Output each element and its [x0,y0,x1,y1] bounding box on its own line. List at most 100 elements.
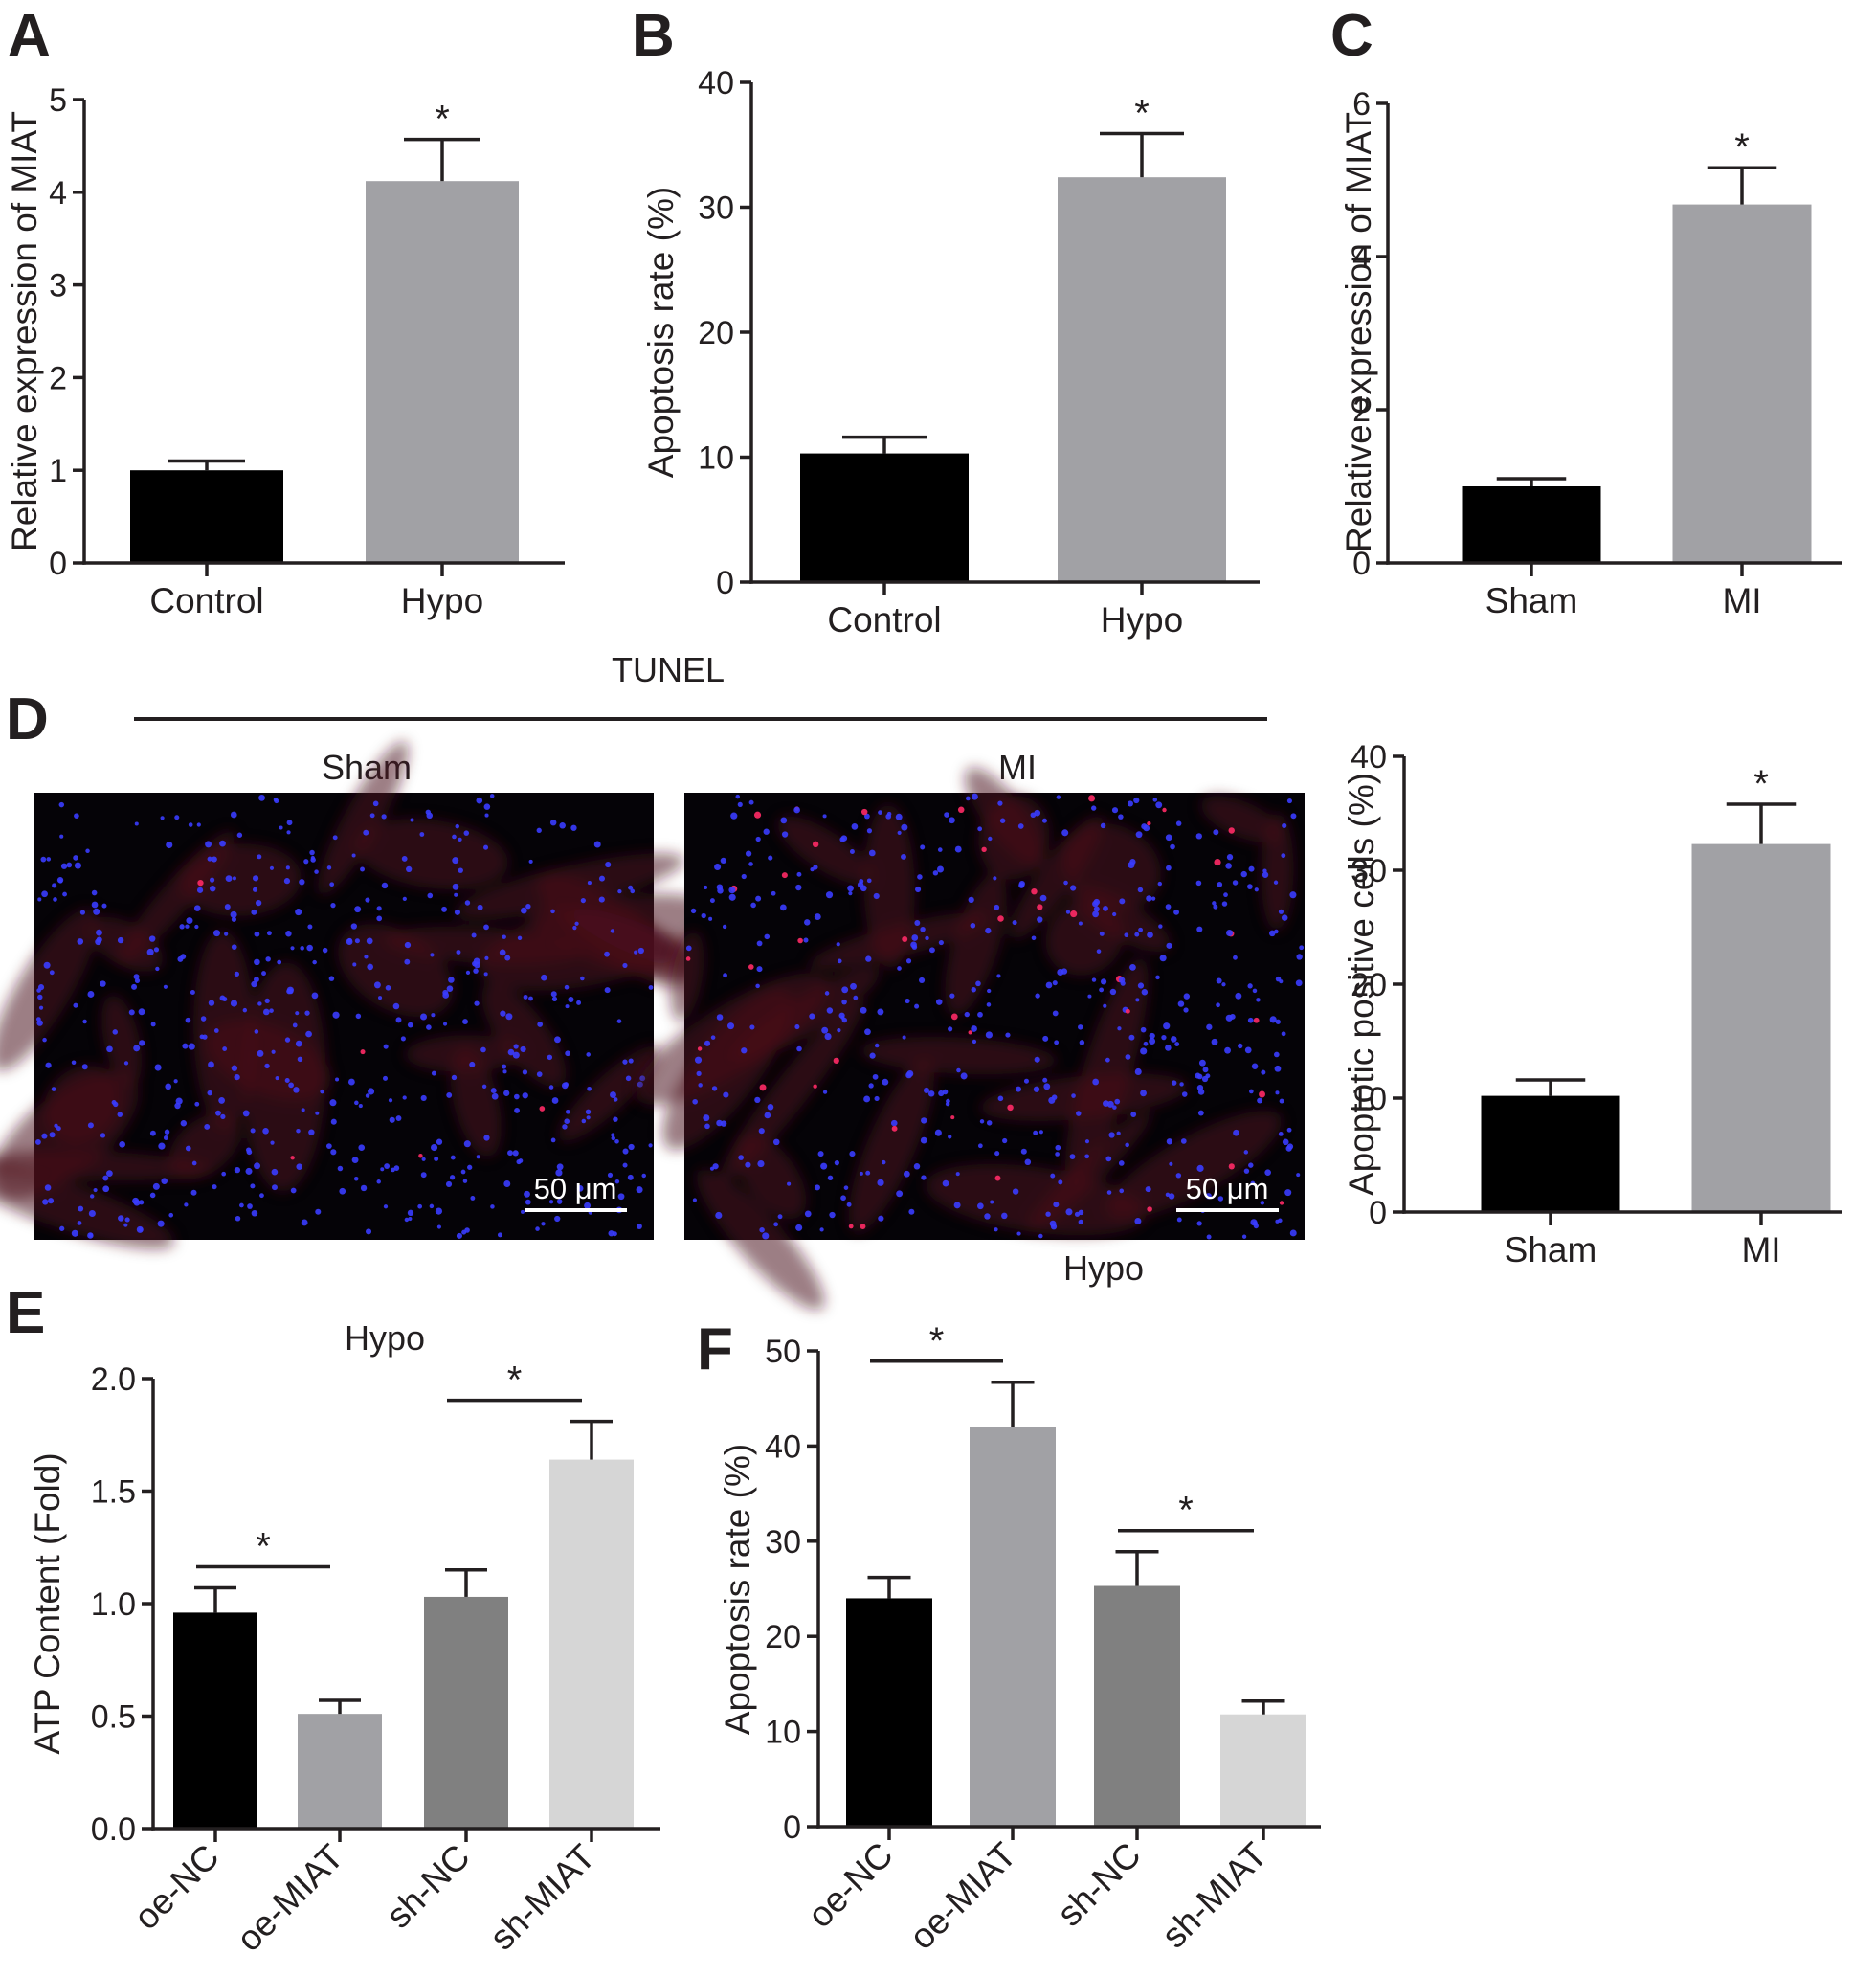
nucleus [420,1013,428,1021]
nucleus [1016,1086,1022,1092]
nucleus [873,892,880,900]
tissue-region [168,1112,241,1179]
nucleus [462,1019,468,1025]
nucleus [284,1077,290,1083]
tissue-region [1045,900,1124,976]
nucleus [270,1140,275,1145]
nucleus [690,908,697,914]
nucleus [1129,964,1136,971]
nucleus [921,1117,927,1124]
nucleus [297,1056,303,1063]
nucleus [897,830,902,835]
nucleus [335,1077,340,1082]
nucleus [1176,1217,1182,1223]
nucleus [648,1143,653,1148]
nucleus [612,1231,617,1237]
nucleus [38,1005,44,1010]
nucleus [163,984,168,989]
nucleus [503,1180,511,1187]
nucleus [254,931,260,937]
nucleus [1140,1090,1147,1097]
nucleus [476,797,483,804]
nucleus [378,996,383,1000]
nucleus [211,856,217,863]
nucleus [520,907,527,914]
y-tick-label: 0 [716,565,734,601]
bar-control [800,453,969,582]
y-axis-label: Apoptotic positive cells (%) [1342,773,1381,1196]
nucleus [286,986,294,994]
nucleus [1224,1046,1231,1054]
nucleus [1108,1132,1115,1138]
nucleus [628,885,634,890]
bar-oe-nc [846,1598,932,1827]
nucleus [847,885,854,892]
nucleus [1205,1193,1212,1200]
nucleus [1043,1083,1051,1090]
nucleus [522,1092,528,1099]
nucleus [257,854,262,860]
nucleus [1052,1010,1059,1017]
tissue-region [696,1169,825,1311]
nucleus [716,1014,724,1021]
nucleus [1128,1034,1135,1041]
nucleus [512,1150,519,1157]
tunel-positive-nucleus [781,872,788,879]
nucleus [489,794,495,798]
nucleus [1173,909,1180,915]
tissue-region [43,1065,122,1145]
nucleus [1183,1007,1189,1013]
nucleus [977,1143,983,1149]
panel-letter-b: B [632,3,675,69]
nucleus [417,1203,423,1209]
nucleus [863,813,870,820]
nucleus [480,1046,486,1053]
nucleus [1092,910,1100,918]
nucleus [436,1224,442,1229]
y-tick-label: 1.5 [91,1474,136,1511]
nucleus [295,1011,300,1016]
tissue-region [860,1036,1058,1075]
nucleus [840,1195,846,1202]
nucleus [77,938,84,945]
nucleus [163,1135,168,1140]
nucleus [265,956,271,962]
nucleus [953,1202,961,1209]
nucleus [1124,932,1129,938]
nucleus [1221,982,1226,987]
nucleus [1065,1208,1073,1216]
nucleus [431,1070,436,1076]
nucleus [1092,1078,1100,1086]
nucleus [245,1167,253,1175]
nucleus [1103,1003,1107,1008]
nucleus [928,947,935,954]
nucleus [404,1217,410,1223]
nucleus [1256,998,1261,1002]
nucleus [1226,929,1234,937]
nucleus [1163,1022,1171,1030]
nucleus [755,983,760,989]
nucleus [1165,834,1172,842]
nucleus [393,1165,400,1171]
nucleus [455,823,459,829]
nucleus [1274,1065,1282,1072]
nucleus [1057,969,1064,977]
nucleus [1103,905,1108,911]
nucleus [1284,1189,1292,1197]
y-tick-label: 50 [765,1334,801,1370]
nucleus [476,1155,480,1159]
tunel-title: TUNEL [612,650,725,689]
nucleus [627,1174,634,1180]
nucleus [456,1232,463,1239]
nucleus [329,882,335,887]
nucleus [254,977,259,983]
nucleus [843,1185,849,1190]
tunel-positive-nucleus [1125,1008,1130,1014]
nucleus [1116,1131,1121,1135]
nucleus [1180,1138,1187,1144]
nucleus [383,1204,389,1209]
nucleus [328,976,335,981]
nucleus [82,1019,87,1024]
nucleus [232,876,236,881]
nucleus [1196,926,1203,932]
